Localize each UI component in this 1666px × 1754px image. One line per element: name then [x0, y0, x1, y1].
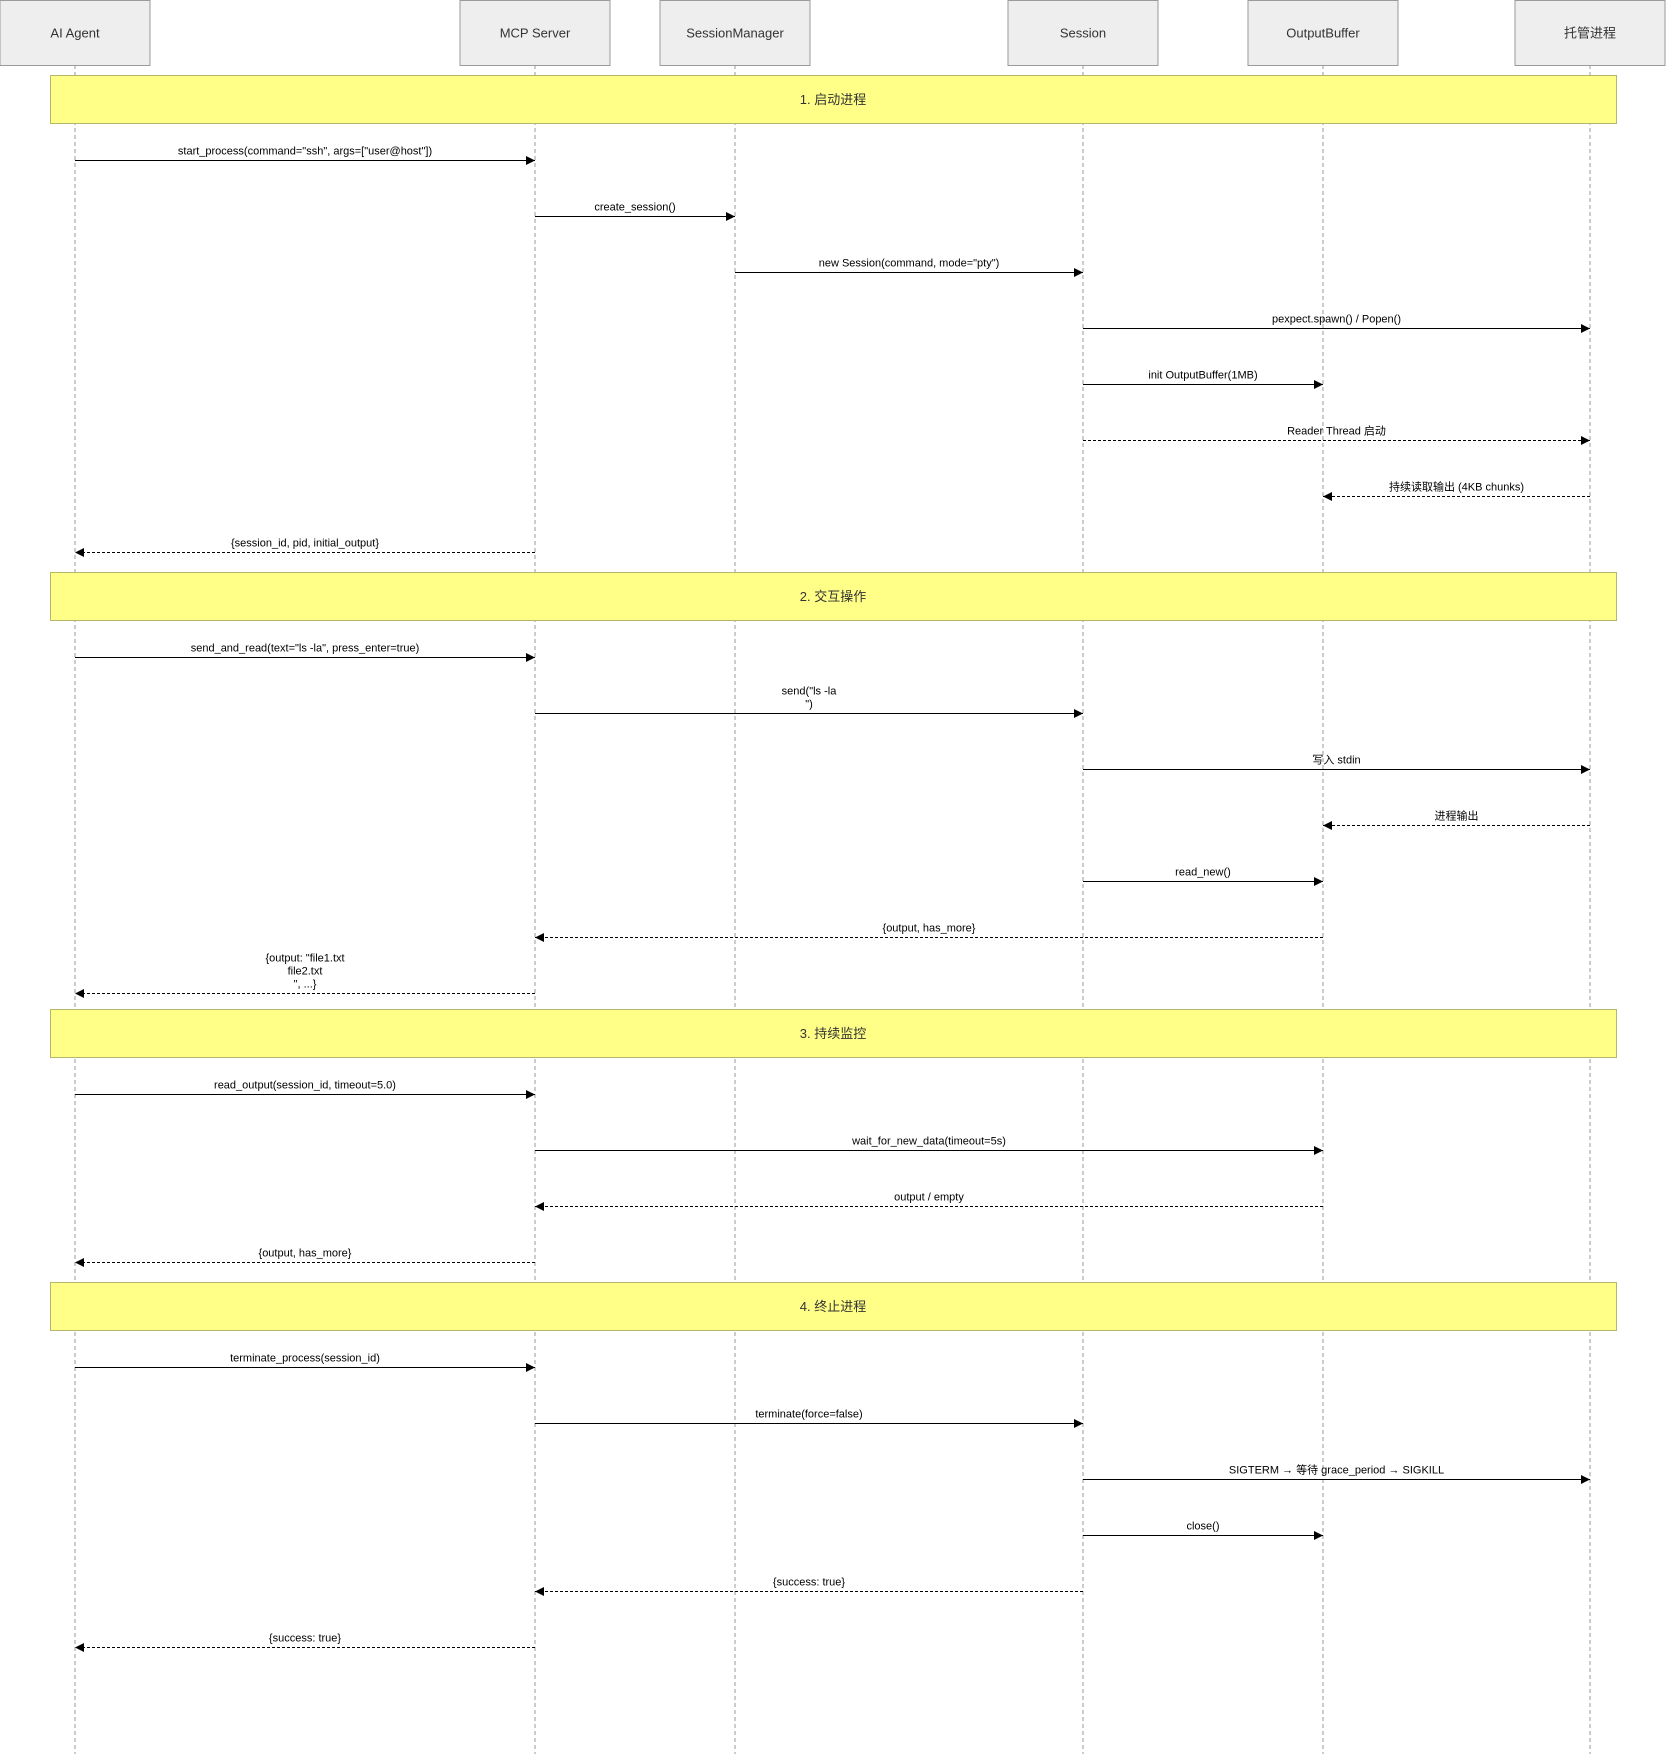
message-label: pexpect.spawn() / Popen() [1272, 314, 1401, 326]
message-session-to-buffer: init OutputBuffer(1MB) [1083, 370, 1323, 389]
message-buffer-to-mcp: output / empty [535, 1192, 1323, 1211]
message-agent-to-mcp: read_output(session_id, timeout=5.0) [75, 1080, 535, 1099]
message-buffer-to-mcp: {output, has_more} [535, 923, 1323, 942]
participant-buffer: OutputBuffer [1247, 0, 1399, 66]
participant-box [1007, 0, 1159, 66]
message-agent-to-mcp: start_process(command="ssh", args=["user… [75, 146, 535, 165]
message-agent-to-mcp: terminate_process(session_id) [75, 1353, 535, 1372]
message-session-to-mcp: {success: true} [535, 1577, 1083, 1596]
message-label: 进程输出 [1435, 809, 1479, 823]
message-session-to-proc: 写入 stdin [1083, 755, 1590, 774]
message-session-to-proc: pexpect.spawn() / Popen() [1083, 314, 1590, 333]
message-sm-to-session: new Session(command, mode="pty") [735, 258, 1083, 277]
section-title: 1. 启动进程 [800, 92, 866, 107]
message-label: {output, has_more} [883, 923, 976, 935]
message-label: new Session(command, mode="pty") [819, 258, 1000, 270]
message-label: close() [1186, 1521, 1219, 1533]
message-label: output / empty [894, 1192, 964, 1204]
participant-proc: 托管进程 [1514, 0, 1666, 66]
message-session-to-proc: SIGTERM → 等待 grace_period → SIGKILL [1083, 1463, 1590, 1484]
section-1: 1. 启动进程 [50, 75, 1617, 124]
message-label: {success: true} [269, 1633, 341, 1645]
message-label: 持续读取输出 (4KB chunks) [1389, 480, 1524, 494]
participant-box [659, 0, 811, 66]
participant-box [0, 0, 151, 66]
message-proc-to-buffer: 持续读取输出 (4KB chunks) [1323, 480, 1590, 501]
participant-label: SessionManager [686, 26, 784, 41]
message-session-to-buffer: read_new() [1083, 867, 1323, 886]
participant-box [1514, 0, 1666, 66]
participant-label: OutputBuffer [1286, 26, 1360, 41]
participant-label: MCP Server [500, 26, 571, 41]
message-label: {output: "file1.txt [265, 953, 344, 965]
message-label: file2.txt [288, 966, 323, 978]
message-label: SIGTERM → 等待 grace_period → SIGKILL [1229, 1463, 1444, 1477]
section-2: 2. 交互操作 [50, 572, 1617, 621]
message-label: wait_for_new_data(timeout=5s) [851, 1136, 1006, 1148]
participant-box [1247, 0, 1399, 66]
message-label: read_output(session_id, timeout=5.0) [214, 1080, 396, 1092]
message-label: 写入 stdin [1312, 755, 1360, 767]
message-label: Reader Thread 启动 [1287, 425, 1386, 438]
message-session-to-proc: Reader Thread 启动 [1083, 425, 1590, 445]
message-label: ") [805, 699, 813, 711]
section-banner [50, 1282, 1617, 1331]
message-mcp-to-buffer: wait_for_new_data(timeout=5s) [535, 1136, 1323, 1155]
message-label: create_session() [594, 202, 675, 214]
message-label: terminate(force=false) [755, 1409, 862, 1421]
participant-label: Session [1060, 26, 1106, 41]
message-label: init OutputBuffer(1MB) [1148, 370, 1257, 382]
message-agent-to-mcp: send_and_read(text="ls -la", press_enter… [75, 643, 535, 662]
section-banner [50, 1009, 1617, 1058]
message-label: send("ls -la [782, 686, 838, 698]
message-mcp-to-session: terminate(force=false) [535, 1409, 1083, 1428]
message-session-to-buffer: close() [1083, 1521, 1323, 1540]
participant-label: 托管进程 [1564, 26, 1616, 41]
message-label: {output, has_more} [259, 1248, 352, 1260]
section-3: 3. 持续监控 [50, 1009, 1617, 1058]
participant-agent: AI Agent [0, 0, 151, 66]
section-banner [50, 75, 1617, 124]
message-label: terminate_process(session_id) [230, 1353, 380, 1365]
messages: start_process(command="ssh", args=["user… [75, 146, 1590, 1652]
participant-sm: SessionManager [659, 0, 811, 66]
message-proc-to-buffer: 进程输出 [1323, 809, 1590, 830]
message-mcp-to-session: send("ls -la") [535, 686, 1083, 718]
participant-session: Session [1007, 0, 1159, 66]
message-label: {success: true} [773, 1577, 845, 1589]
section-banner [50, 572, 1617, 621]
participant-mcp: MCP Server [459, 0, 611, 66]
section-4: 4. 终止进程 [50, 1282, 1617, 1331]
message-label: send_and_read(text="ls -la", press_enter… [191, 643, 420, 655]
lifelines [74, 65, 1591, 1754]
message-mcp-to-agent: {session_id, pid, initial_output} [75, 538, 535, 557]
message-mcp-to-sm: create_session() [535, 202, 735, 221]
message-mcp-to-agent: {success: true} [75, 1633, 535, 1652]
message-mcp-to-agent: {output, has_more} [75, 1248, 535, 1267]
section-title: 4. 终止进程 [800, 1299, 866, 1314]
message-label: read_new() [1175, 867, 1231, 879]
participant-box [459, 0, 611, 66]
message-label: start_process(command="ssh", args=["user… [178, 146, 432, 158]
section-title: 3. 持续监控 [800, 1026, 866, 1041]
message-label: {session_id, pid, initial_output} [231, 538, 379, 550]
sections: 1. 启动进程 2. 交互操作 3. 持续监控 4. 终止进程 [50, 75, 1617, 1331]
participants: AI Agent MCP Server SessionManager Session O… [0, 0, 1666, 66]
message-label: ", ...} [294, 979, 317, 991]
participant-label: AI Agent [50, 26, 100, 41]
section-title: 2. 交互操作 [800, 589, 866, 604]
